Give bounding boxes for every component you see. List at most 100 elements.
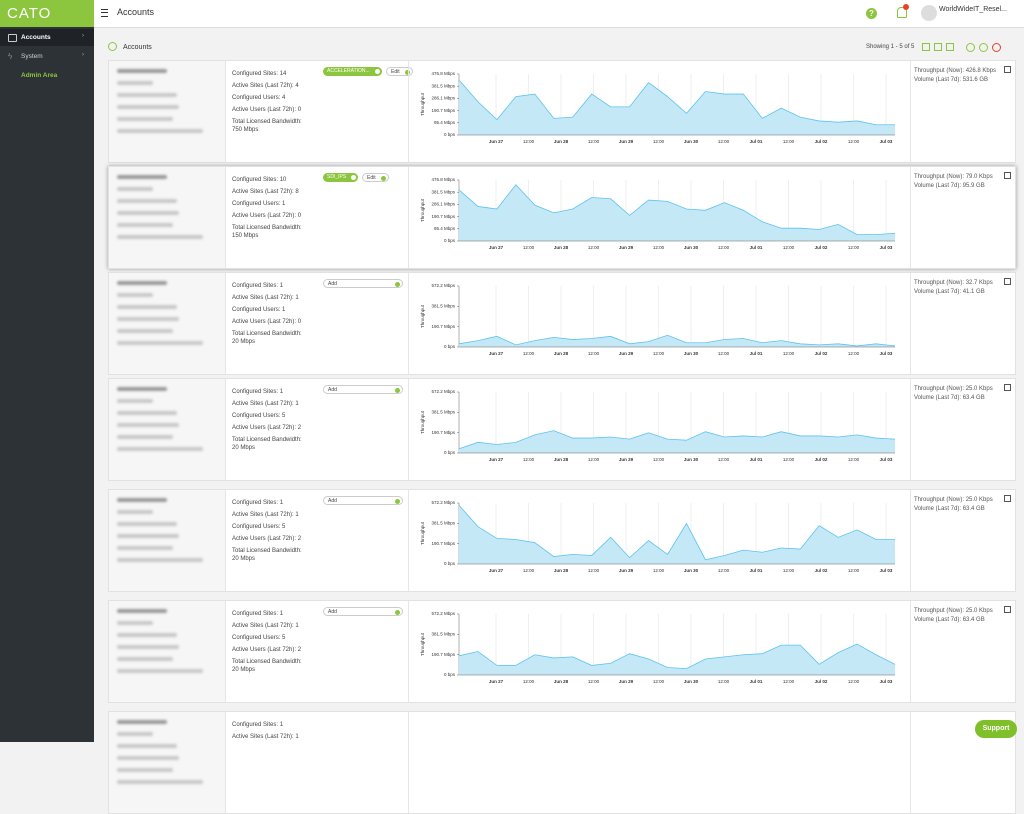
blurred-text — [117, 117, 173, 121]
x-tick-label: Jul 02 — [815, 139, 828, 144]
chart-cell: Jun 27 12:00 Jun 28 12:00 Jun 29 12:00 Jun 30 1… — [408, 379, 911, 480]
view-icon[interactable] — [934, 43, 942, 51]
add-icon[interactable] — [966, 43, 975, 52]
y-tick-label: 572.2 Mbps — [431, 283, 455, 288]
account-info: 20 Mbps — [232, 445, 256, 451]
checkbox[interactable] — [1004, 172, 1011, 179]
x-tick-label: 12:00 — [783, 568, 795, 573]
checkbox[interactable] — [1004, 278, 1011, 285]
avatar[interactable] — [921, 5, 937, 21]
delete-icon[interactable] — [992, 43, 1001, 52]
menu-button[interactable] — [101, 9, 108, 17]
blurred-text — [117, 199, 177, 203]
account-info: Active Sites (Last 72h): 1 — [232, 623, 299, 629]
tag-button[interactable]: Add — [323, 496, 403, 505]
account-info: Active Users (Last 72h): 0 — [232, 107, 302, 113]
view-icon[interactable] — [946, 43, 954, 51]
y-tick-label: 381.5 Mbps — [431, 632, 455, 637]
y-tick-label: 95.4 Mbps — [434, 226, 456, 231]
checkbox[interactable] — [1004, 66, 1011, 73]
blurred-text — [117, 657, 173, 661]
search-icon[interactable] — [108, 42, 117, 51]
y-axis-label: Throughput — [420, 632, 425, 656]
account-stat: Throughput (Now): 25.0 Kbps — [914, 608, 993, 614]
logo[interactable]: CATO — [0, 0, 94, 27]
nav-item[interactable]: Accounts — [0, 29, 94, 46]
x-tick-label: 12:00 — [848, 457, 860, 462]
account-stat: Volume (Last 7d): 95.9 GB — [914, 183, 985, 189]
blurred-text — [117, 69, 167, 73]
throughput-line — [458, 334, 896, 347]
x-tick-label: Jul 02 — [815, 351, 828, 356]
x-tick-label: Jun 29 — [619, 679, 634, 684]
tag[interactable]: ACCELERATION... — [323, 67, 382, 76]
badge — [903, 4, 909, 10]
account-info: Configured Users: 5 — [232, 413, 286, 419]
checkbox[interactable] — [1004, 384, 1011, 391]
x-tick-label: Jul 01 — [750, 139, 763, 144]
tag-button[interactable]: Edit — [386, 67, 413, 76]
y-tick-label: 381.5 Mbps — [431, 521, 455, 526]
x-tick-label: 12:00 — [718, 568, 730, 573]
blurred-text — [117, 669, 203, 673]
x-tick-label: 12:00 — [848, 568, 860, 573]
checkbox[interactable] — [1004, 606, 1011, 613]
checkbox[interactable] — [1004, 495, 1011, 502]
y-tick-label: 286.1 Mbps — [431, 202, 455, 207]
account-info: Configured Sites: 1 — [232, 283, 284, 289]
chart-cell: Jun 27 12:00 Jun 28 12:00 Jun 29 12:00 Jun 30 1… — [408, 167, 911, 268]
blurred-text — [117, 223, 173, 227]
toolbar-icons — [922, 43, 1001, 52]
x-tick-label: Jul 01 — [750, 457, 763, 462]
user-name[interactable]: WorldWideIT_Resel... — [939, 6, 1007, 13]
nav-item[interactable]: System — [21, 53, 43, 60]
x-tick-label: Jul 01 — [750, 679, 763, 684]
account-stat: Volume (Last 7d): 63.4 GB — [914, 395, 985, 401]
notifications[interactable] — [897, 7, 907, 18]
x-tick-label: 12:00 — [653, 351, 665, 356]
chevron: › — [82, 52, 84, 58]
x-tick-label: 12:00 — [783, 679, 795, 684]
y-tick-label: 95.4 Mbps — [434, 120, 456, 125]
x-tick-label: 12:00 — [653, 679, 665, 684]
tag-button[interactable]: Add — [323, 607, 403, 616]
nav-item[interactable]: Admin Area — [21, 72, 58, 79]
blurred-text — [117, 387, 167, 391]
x-tick-label: 12:00 — [718, 679, 730, 684]
account-stat: Throughput (Now): 25.0 Kbps — [914, 497, 993, 503]
x-tick-label: Jun 30 — [684, 139, 699, 144]
account-info: Active Sites (Last 72h): 8 — [232, 189, 299, 195]
blurred-text — [117, 129, 203, 133]
x-tick-label: Jun 28 — [554, 457, 569, 462]
tag[interactable]: SDI_IPS — [323, 173, 359, 182]
tag-button[interactable]: Add — [323, 385, 403, 394]
chart: Jun 27 12:00 Jun 28 12:00 Jun 29 12:00 Jun 30 1… — [420, 283, 896, 356]
account-info: Configured Users: 5 — [232, 524, 286, 530]
tag-button[interactable]: Edit — [362, 173, 389, 182]
account-stat: Volume (Last 7d): 41.1 GB — [914, 289, 985, 295]
remove-icon[interactable] — [979, 43, 988, 52]
x-tick-label: 12:00 — [588, 245, 600, 250]
account-info: Total Licensed Bandwidth: — [232, 437, 302, 443]
blurred-text — [117, 341, 203, 345]
x-tick-label: 12:00 — [653, 568, 665, 573]
account-info: Configured Users: 5 — [232, 635, 286, 641]
x-tick-label: 12:00 — [523, 245, 535, 250]
x-tick-label: Jul 01 — [750, 351, 763, 356]
support-button[interactable]: Support — [975, 720, 1017, 738]
y-tick-label: 572.2 Mbps — [431, 500, 455, 505]
account-info: Configured Sites: 1 — [232, 611, 284, 617]
y-tick-label: 190.7 Mbps — [431, 214, 455, 219]
chart-cell: Jun 27 12:00 Jun 28 12:00 Jun 29 12:00 Jun 30 1… — [408, 601, 911, 702]
blurred-details — [109, 273, 226, 374]
help-button[interactable]: ? — [866, 8, 877, 19]
x-tick-label: 12:00 — [523, 351, 535, 356]
chart: Jun 27 12:00 Jun 28 12:00 Jun 29 12:00 Jun 30 1… — [420, 389, 896, 462]
chart: Jun 27 12:00 Jun 28 12:00 Jun 29 12:00 Jun 30 1… — [420, 500, 895, 573]
view-icon[interactable] — [922, 43, 930, 51]
x-tick-label: 12:00 — [783, 457, 795, 462]
tag-button[interactable]: Add — [323, 279, 403, 288]
blurred-text — [117, 423, 179, 427]
blurred-text — [117, 105, 179, 109]
throughput-line — [458, 430, 896, 450]
